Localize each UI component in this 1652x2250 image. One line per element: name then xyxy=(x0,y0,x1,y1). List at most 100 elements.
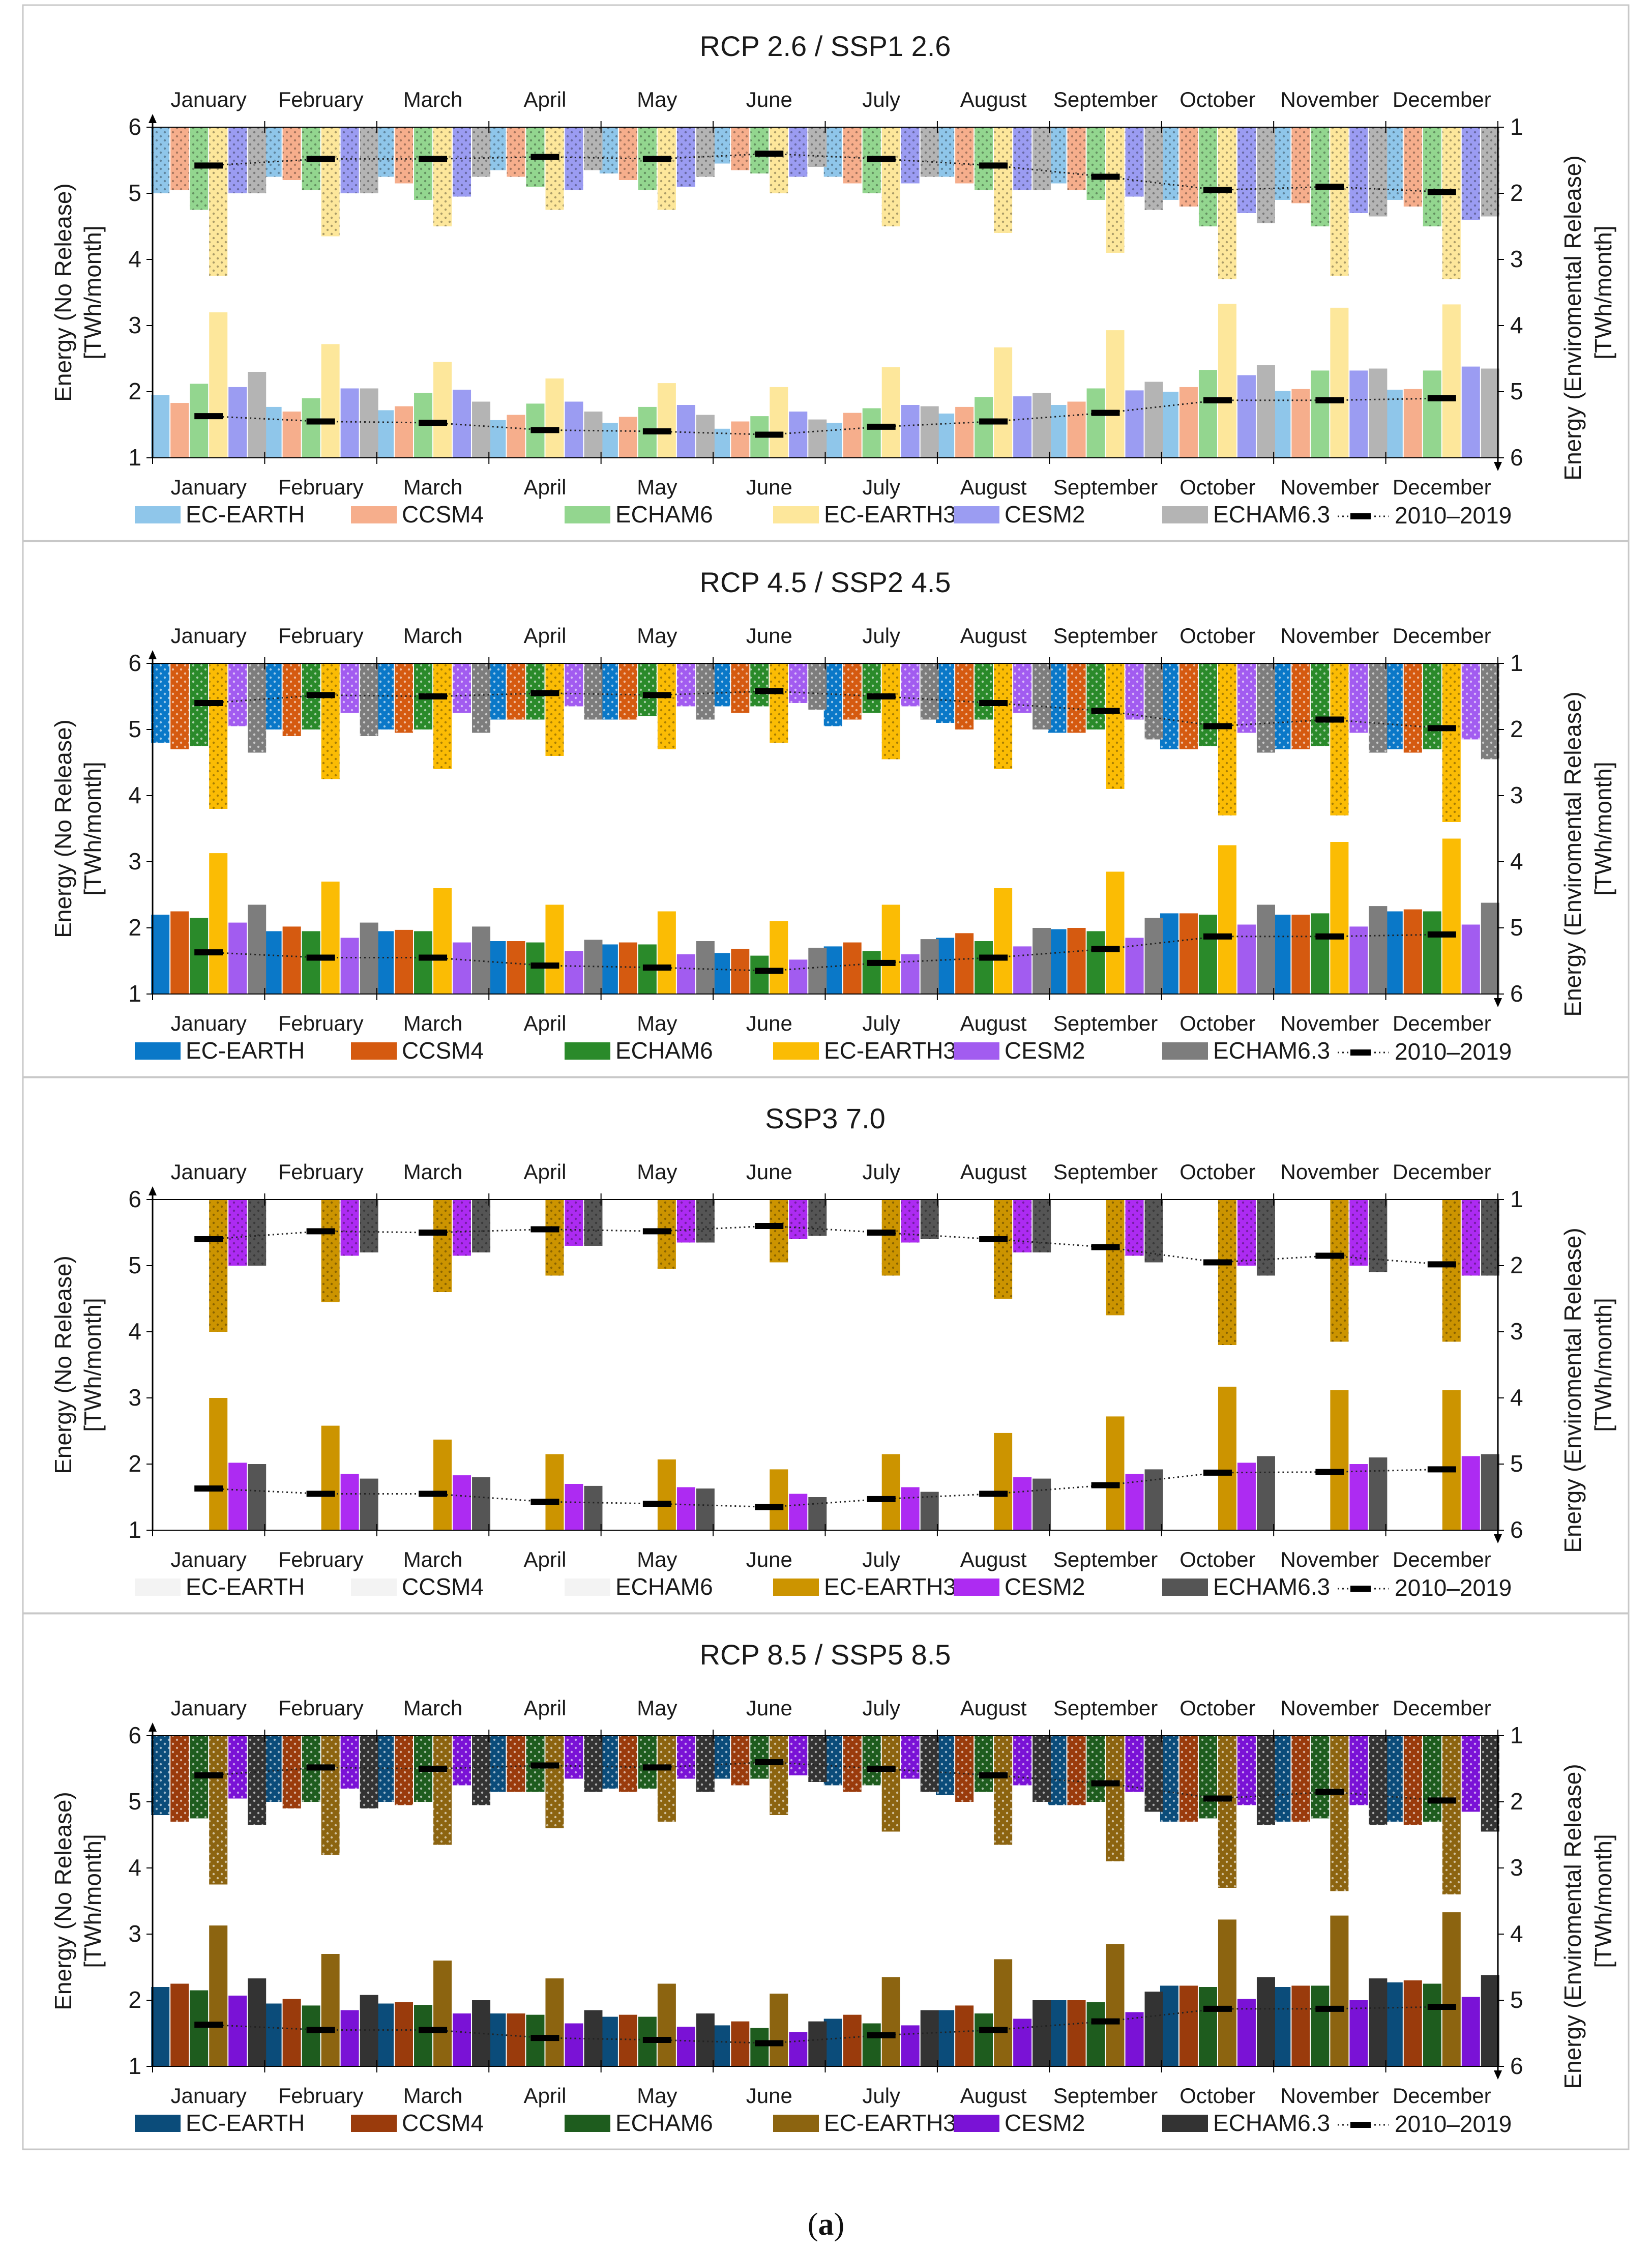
bar-env-release-dots xyxy=(151,127,170,193)
bar-no-release-ec-earth3 xyxy=(994,888,1013,994)
bar-env-release-dots xyxy=(1048,1736,1067,1805)
bar-env-release-dots xyxy=(1384,663,1403,749)
right-tick-label: 5 xyxy=(1510,1450,1523,1477)
reference-marker-no-release xyxy=(1315,397,1344,403)
bar-no-release-ec-earth3 xyxy=(1218,304,1236,458)
month-label-top: October xyxy=(1179,87,1255,111)
bar-env-release-dots xyxy=(618,663,637,720)
bar-no-release-cesm2 xyxy=(453,942,471,994)
bar-no-release-ec-earth3 xyxy=(1106,1944,1125,2066)
reference-marker-no-release xyxy=(642,428,671,434)
left-tick-label: 6 xyxy=(128,113,141,140)
bar-no-release-ccsm4 xyxy=(1403,909,1422,994)
bar-no-release-ccsm4 xyxy=(507,2013,525,2066)
right-tick-label: 5 xyxy=(1510,914,1523,941)
bar-no-release-ec-earth3 xyxy=(545,1454,564,1530)
bar-no-release-ec-earth3 xyxy=(209,1398,228,1530)
bar-no-release-echam63 xyxy=(1256,904,1275,994)
bar-env-release-dots xyxy=(676,663,695,707)
bar-no-release-echam63 xyxy=(1144,1992,1163,2066)
reference-marker-env-release xyxy=(1315,1789,1344,1795)
legend-swatch-ec-earth xyxy=(135,1579,181,1596)
bar-no-release-echam6 xyxy=(414,2005,433,2066)
bar-env-release-dots xyxy=(170,663,189,749)
reference-marker-env-release xyxy=(1091,1244,1120,1250)
bar-no-release-echam63 xyxy=(1481,368,1499,458)
bar-env-release-dots xyxy=(584,1736,603,1792)
reference-marker-env-release xyxy=(755,1223,784,1229)
bar-no-release-echam63 xyxy=(1369,368,1388,458)
bar-env-release-dots xyxy=(901,1736,920,1779)
month-label-top: July xyxy=(862,87,900,111)
legend-label: EC-EARTH3 xyxy=(824,1573,956,1600)
bar-no-release-ec-earth xyxy=(1160,392,1178,458)
bar-no-release-ec-earth xyxy=(599,944,618,994)
bar-env-release-dots xyxy=(414,127,433,200)
bar-env-release-dots xyxy=(1237,1200,1256,1266)
reference-marker-no-release xyxy=(642,965,671,971)
bar-env-release-dots xyxy=(770,1200,788,1263)
bar-env-release-dots xyxy=(1272,1736,1291,1822)
month-label-top: March xyxy=(403,1160,463,1184)
month-label-bottom: May xyxy=(637,475,677,499)
bar-env-release-dots xyxy=(994,1736,1013,1845)
month-label-bottom: June xyxy=(746,2084,792,2108)
bar-env-release-dots xyxy=(487,1736,506,1792)
left-axis-title-2: [TWh/month] xyxy=(79,1298,106,1431)
bar-env-release-dots xyxy=(731,1736,750,1786)
bar-env-release-dots xyxy=(170,1736,189,1822)
bar-env-release-dots xyxy=(1067,1736,1086,1805)
panel-3: SSP3 7.0 January January February February Ma… xyxy=(22,1076,1630,1614)
bar-no-release-echam63 xyxy=(248,904,267,994)
bar-env-release-dots xyxy=(1481,1200,1499,1276)
month-label-bottom: January xyxy=(170,1011,246,1035)
bar-env-release-dots xyxy=(936,127,955,177)
bar-no-release-cesm2 xyxy=(1237,1463,1256,1530)
bar-env-release-dots xyxy=(433,1736,452,1845)
bar-env-release-dots xyxy=(1403,127,1422,207)
bar-env-release-dots xyxy=(1403,663,1422,753)
month-label-bottom: July xyxy=(862,1011,900,1035)
left-tick-label: 4 xyxy=(128,246,141,272)
month-label-top: February xyxy=(278,1160,364,1184)
bar-env-release-dots xyxy=(1481,1736,1499,1832)
legend-swatch-echam63 xyxy=(1162,2115,1208,2132)
bar-no-release-ccsm4 xyxy=(1179,1985,1198,2066)
bar-env-release-dots xyxy=(1461,663,1480,740)
panel-1: RCP 2.6 / SSP1 2.6 January January February… xyxy=(22,4,1630,542)
legend-label: CESM2 xyxy=(1005,1573,1085,1600)
bar-env-release-dots xyxy=(696,1736,715,1792)
reference-marker-env-release xyxy=(194,700,223,706)
legend-reference-marker xyxy=(1350,1586,1371,1592)
legend-label: EC-EARTH3 xyxy=(824,501,956,528)
left-tick-label: 5 xyxy=(128,1788,141,1815)
reference-marker-no-release xyxy=(306,418,335,425)
bar-env-release-dots xyxy=(920,1200,939,1239)
legend-label: CCSM4 xyxy=(402,1037,484,1064)
bar-no-release-ec-earth3 xyxy=(1330,307,1349,458)
month-label-top: December xyxy=(1393,1696,1491,1720)
legend-label: CCSM4 xyxy=(402,1573,484,1600)
month-label-top: August xyxy=(960,624,1027,648)
bar-env-release-dots xyxy=(1032,1200,1051,1252)
bar-env-release-dots xyxy=(1442,663,1461,822)
right-tick-label: 6 xyxy=(1510,980,1523,1007)
panel-2: RCP 4.5 / SSP2 4.5 January January February… xyxy=(22,540,1630,1078)
legend-swatch-ec-earth xyxy=(135,1042,181,1060)
bar-env-release-dots xyxy=(808,1736,827,1782)
bar-env-release-dots xyxy=(248,1736,267,1825)
bar-no-release-ec-earth3 xyxy=(657,1459,676,1530)
bar-no-release-cesm2 xyxy=(1237,375,1256,458)
legend-swatch-echam6 xyxy=(565,1042,610,1060)
legend-label: ECHAM6.3 xyxy=(1213,501,1330,528)
bar-env-release-dots xyxy=(1311,663,1330,746)
bar-env-release-dots xyxy=(770,127,788,193)
bar-no-release-ec-earth xyxy=(1272,391,1291,458)
bar-env-release-dots xyxy=(433,663,452,769)
bar-no-release-ec-earth xyxy=(1272,915,1291,994)
legend-label: EC-EARTH xyxy=(186,1573,305,1600)
reference-marker-no-release xyxy=(194,949,223,956)
legend-swatch-cesm2 xyxy=(954,1579,999,1596)
bar-env-release-dots xyxy=(862,663,881,713)
